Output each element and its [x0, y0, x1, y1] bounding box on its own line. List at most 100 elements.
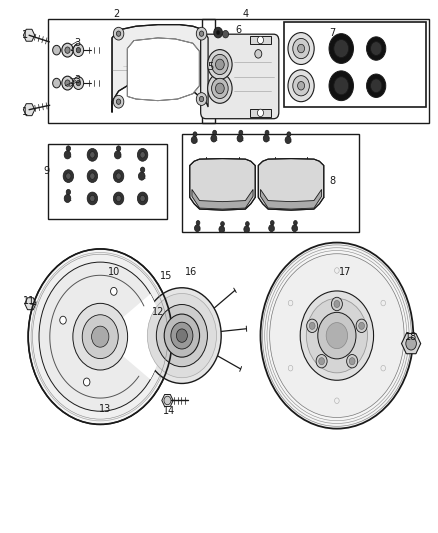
Circle shape [28, 249, 172, 424]
Circle shape [84, 378, 90, 386]
Circle shape [63, 169, 74, 182]
Polygon shape [100, 294, 162, 379]
Circle shape [349, 358, 355, 365]
Circle shape [211, 135, 217, 142]
Polygon shape [190, 159, 255, 210]
Circle shape [293, 221, 297, 225]
Circle shape [287, 132, 291, 136]
Circle shape [292, 225, 297, 232]
Circle shape [293, 76, 309, 96]
Circle shape [309, 322, 315, 329]
Circle shape [212, 78, 228, 99]
Circle shape [270, 254, 404, 417]
Text: 5: 5 [207, 62, 213, 72]
Circle shape [171, 322, 193, 349]
Text: 8: 8 [329, 176, 336, 187]
Circle shape [371, 42, 382, 55]
Circle shape [263, 135, 269, 142]
Text: 6: 6 [236, 25, 242, 35]
Circle shape [62, 76, 73, 90]
Circle shape [258, 109, 264, 117]
Circle shape [194, 225, 200, 232]
Circle shape [288, 33, 314, 64]
Circle shape [140, 152, 145, 158]
Circle shape [208, 50, 232, 79]
Circle shape [82, 315, 118, 359]
Circle shape [73, 77, 84, 90]
Polygon shape [127, 38, 199, 101]
Circle shape [223, 30, 229, 38]
Circle shape [367, 37, 386, 60]
Circle shape [116, 195, 121, 201]
Bar [250, 109, 271, 117]
Circle shape [66, 146, 71, 151]
Polygon shape [261, 189, 321, 209]
Circle shape [367, 74, 386, 98]
Polygon shape [23, 29, 35, 41]
Circle shape [196, 221, 200, 225]
Circle shape [288, 70, 314, 102]
Bar [48, 144, 166, 219]
Circle shape [196, 93, 207, 106]
Circle shape [31, 253, 170, 421]
Circle shape [258, 36, 264, 44]
Circle shape [113, 169, 124, 182]
Circle shape [141, 167, 145, 172]
Bar [48, 19, 215, 123]
Text: 7: 7 [329, 28, 336, 38]
Circle shape [65, 47, 70, 53]
Circle shape [208, 74, 232, 103]
Circle shape [212, 54, 228, 75]
Circle shape [113, 95, 124, 108]
Circle shape [62, 43, 73, 57]
Circle shape [297, 82, 304, 90]
Bar [250, 36, 271, 44]
Text: 12: 12 [152, 306, 164, 317]
Circle shape [140, 195, 145, 201]
Circle shape [39, 262, 162, 411]
Text: 16: 16 [184, 267, 197, 277]
Circle shape [306, 298, 367, 373]
Circle shape [117, 31, 121, 36]
Text: 1: 1 [21, 107, 28, 117]
Text: 9: 9 [43, 166, 49, 176]
Circle shape [164, 396, 171, 405]
Circle shape [116, 173, 121, 179]
Circle shape [265, 130, 269, 135]
Circle shape [371, 79, 382, 93]
Text: 11: 11 [23, 296, 35, 306]
Circle shape [215, 83, 224, 94]
Circle shape [147, 294, 216, 378]
Circle shape [293, 38, 309, 59]
Circle shape [193, 132, 197, 136]
Circle shape [76, 80, 81, 86]
Circle shape [138, 172, 145, 180]
Circle shape [156, 304, 208, 367]
Circle shape [334, 301, 340, 308]
Bar [182, 134, 359, 232]
Circle shape [117, 146, 121, 151]
Circle shape [237, 135, 243, 142]
Circle shape [87, 149, 98, 161]
Polygon shape [23, 104, 35, 116]
Circle shape [92, 326, 109, 347]
Text: 3: 3 [74, 38, 80, 48]
Text: 13: 13 [99, 404, 111, 414]
Circle shape [329, 34, 353, 63]
Circle shape [66, 189, 71, 195]
Bar [201, 19, 428, 123]
Text: 15: 15 [159, 271, 172, 281]
Polygon shape [258, 159, 324, 210]
Circle shape [73, 44, 84, 56]
Circle shape [196, 27, 207, 40]
Circle shape [143, 288, 221, 383]
Circle shape [177, 329, 187, 342]
Circle shape [246, 222, 249, 226]
Circle shape [117, 99, 121, 104]
Circle shape [261, 243, 413, 429]
Text: 3: 3 [74, 76, 80, 85]
Circle shape [76, 47, 81, 53]
Text: 18: 18 [405, 332, 417, 342]
Circle shape [138, 192, 148, 205]
Circle shape [326, 322, 348, 349]
